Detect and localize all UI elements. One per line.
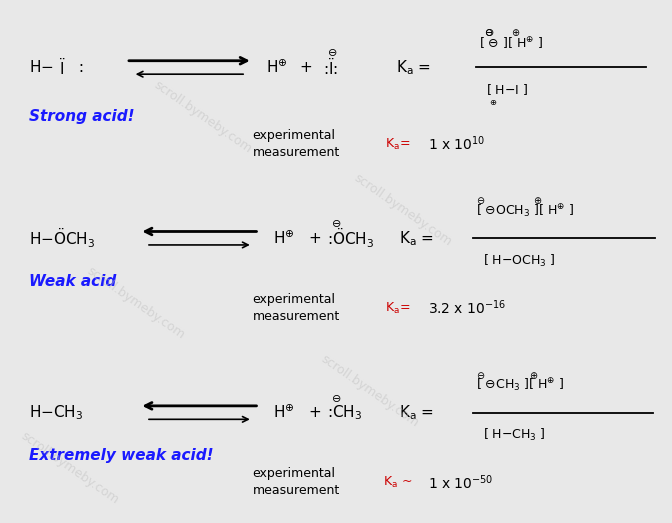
Text: $\ominus$: $\ominus$ xyxy=(331,218,341,229)
Text: $+$: $+$ xyxy=(299,60,312,75)
Text: [ H$-$OCH$_3$ ]: [ H$-$OCH$_3$ ] xyxy=(482,253,555,269)
Text: $\oplus$: $\oplus$ xyxy=(530,370,538,381)
Text: $\ominus$: $\ominus$ xyxy=(476,370,485,381)
Text: :$\ddot{\rm{O}}$CH$_3$: :$\ddot{\rm{O}}$CH$_3$ xyxy=(327,226,374,250)
Text: scroll.bymeby.com: scroll.bymeby.com xyxy=(318,352,421,429)
Text: H$-\ddot{\rm{O}}$CH$_3$: H$-\ddot{\rm{O}}$CH$_3$ xyxy=(30,226,96,250)
Text: experimental
measurement: experimental measurement xyxy=(253,293,340,323)
Text: $\ominus$: $\ominus$ xyxy=(484,27,495,38)
Text: :: : xyxy=(74,60,84,75)
Text: $\oplus$: $\oplus$ xyxy=(533,196,542,207)
Text: K$_{\rm{a}}$ =: K$_{\rm{a}}$ = xyxy=(396,58,431,77)
Text: [ $\ominus$CH$_3$ ][ H$^{\oplus}$ ]: [ $\ominus$CH$_3$ ][ H$^{\oplus}$ ] xyxy=(476,377,564,394)
Text: $\ddot{\rm{I}}$: $\ddot{\rm{I}}$ xyxy=(59,57,66,78)
Text: $+$: $+$ xyxy=(308,231,321,246)
Text: H$^{\oplus}$: H$^{\oplus}$ xyxy=(273,230,294,247)
Text: scroll.bymeby.com: scroll.bymeby.com xyxy=(18,430,121,507)
Text: Weak acid: Weak acid xyxy=(30,274,117,289)
Text: Strong acid!: Strong acid! xyxy=(30,109,135,124)
Text: $\oplus$: $\oplus$ xyxy=(511,27,520,38)
Text: scroll.bymeby.com: scroll.bymeby.com xyxy=(151,78,254,155)
Text: H$^{\oplus}$: H$^{\oplus}$ xyxy=(266,59,288,76)
Text: experimental
measurement: experimental measurement xyxy=(253,468,340,497)
Text: H$-$: H$-$ xyxy=(30,60,54,75)
Text: experimental
measurement: experimental measurement xyxy=(253,129,340,159)
Text: scroll.bymeby.com: scroll.bymeby.com xyxy=(351,171,454,248)
Text: K$_{\rm{a}}$ ~: K$_{\rm{a}}$ ~ xyxy=(382,475,412,490)
Text: $\oplus$: $\oplus$ xyxy=(489,98,497,107)
Text: :CH$_3$: :CH$_3$ xyxy=(327,403,363,422)
Text: K$_{\rm{a}}$=: K$_{\rm{a}}$= xyxy=(384,137,410,152)
Text: $+$: $+$ xyxy=(308,405,321,420)
Text: [ H$-$I ]: [ H$-$I ] xyxy=(486,82,528,97)
Text: K$_{\rm{a}}$ =: K$_{\rm{a}}$ = xyxy=(399,403,434,422)
Text: K$_{\rm{a}}$ =: K$_{\rm{a}}$ = xyxy=(399,229,434,247)
Text: 1 x 10$^{-50}$: 1 x 10$^{-50}$ xyxy=(428,473,493,492)
Text: H$-$CH$_3$: H$-$CH$_3$ xyxy=(30,403,84,422)
Text: [ $\ominus$OCH$_3$ ][ H$^{\oplus}$ ]: [ $\ominus$OCH$_3$ ][ H$^{\oplus}$ ] xyxy=(476,203,574,220)
Text: $\ominus$: $\ominus$ xyxy=(484,27,493,38)
Text: [ $\ominus$ ][ H$^{\oplus}$ ]: [ $\ominus$ ][ H$^{\oplus}$ ] xyxy=(479,35,543,51)
Text: Extremely weak acid!: Extremely weak acid! xyxy=(30,448,214,463)
Text: 3.2 x 10$^{-16}$: 3.2 x 10$^{-16}$ xyxy=(428,299,506,317)
Text: 1 x 10$^{10}$: 1 x 10$^{10}$ xyxy=(428,135,485,153)
Text: H$^{\oplus}$: H$^{\oplus}$ xyxy=(273,404,294,421)
Text: K$_{\rm{a}}$=: K$_{\rm{a}}$= xyxy=(384,301,410,315)
Text: :$\ddot{\rm{I}}$:: :$\ddot{\rm{I}}$: xyxy=(323,57,338,78)
Text: $\ominus$: $\ominus$ xyxy=(331,393,341,404)
Text: [ H$-$CH$_3$ ]: [ H$-$CH$_3$ ] xyxy=(482,427,545,444)
Text: $\ominus$: $\ominus$ xyxy=(476,196,485,207)
Text: scroll.bymeby.com: scroll.bymeby.com xyxy=(85,264,187,342)
Text: $\ominus$: $\ominus$ xyxy=(327,48,337,59)
